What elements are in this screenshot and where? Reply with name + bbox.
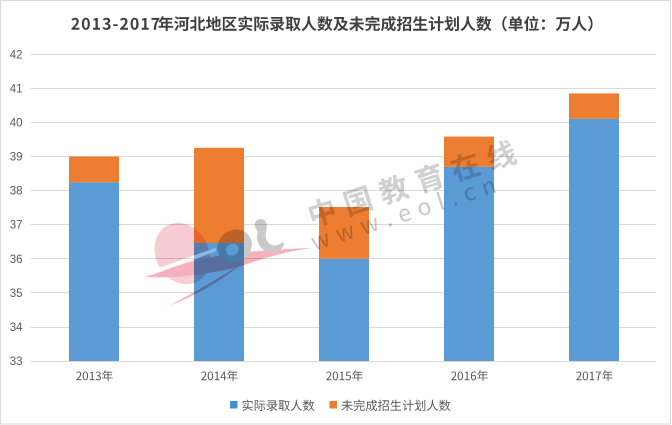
svg-text:37: 37	[10, 220, 23, 232]
svg-text:36: 36	[10, 254, 23, 266]
svg-text:34: 34	[10, 322, 23, 334]
svg-text:42: 42	[10, 49, 23, 61]
svg-text:40: 40	[10, 118, 23, 130]
svg-text:38: 38	[10, 186, 23, 198]
svg-text:41: 41	[10, 83, 23, 95]
svg-text:33: 33	[10, 356, 23, 368]
svg-text:35: 35	[10, 288, 23, 300]
svg-text:39: 39	[10, 152, 23, 164]
